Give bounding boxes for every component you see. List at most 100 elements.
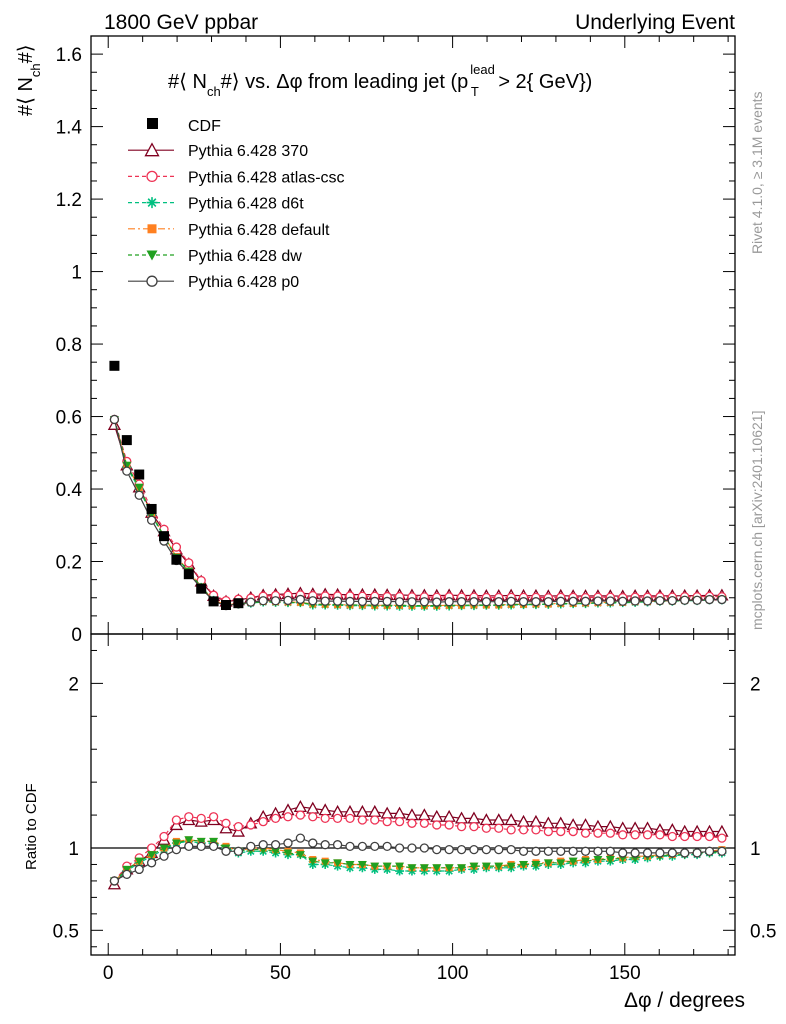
ratio-point-pythia-6-428-p0 — [593, 846, 603, 856]
ratio-point-pythia-6-428-p0 — [357, 841, 368, 852]
ratio-point-pythia-6-428-atlas-csc — [717, 833, 727, 843]
ratio-point-pythia-6-428-atlas-csc — [382, 817, 392, 827]
ratio-point-pythia-6-428-dw — [469, 862, 479, 871]
y-tick-label: 0.6 — [56, 408, 82, 429]
ratio-point-pythia-6-428-p0 — [233, 846, 244, 856]
point-pythia-6-428-p0 — [122, 466, 132, 476]
legend-marker-pythia-6-428-d6t — [146, 197, 158, 209]
point-pythia-6-428-p0 — [543, 597, 553, 607]
ratio-point-pythia-6-428-p0 — [258, 840, 268, 850]
cdf-point — [233, 598, 244, 609]
ratio-point-pythia-6-428-p0 — [543, 846, 553, 856]
ratio-point-pythia-6-428-dw — [444, 864, 454, 873]
ratio-tick-label-right: 0.5 — [750, 921, 776, 942]
ratio-point-pythia-6-428-p0 — [605, 846, 615, 856]
point-pythia-6-428-p0 — [295, 594, 306, 605]
point-pythia-6-428-p0 — [630, 596, 640, 606]
ratio-point-pythia-6-428-p0 — [221, 846, 231, 856]
ratio-tick-label-right: 2 — [750, 674, 761, 695]
ratio-point-pythia-6-428-dw — [184, 836, 194, 845]
ratio-point-pythia-6-428-atlas-csc — [692, 831, 702, 842]
point-pythia-6-428-p0 — [704, 594, 715, 605]
ratio-point-pythia-6-428-d6t — [395, 866, 405, 876]
legend-label-pythia-6-428-p0: Pythia 6.428 p0 — [188, 274, 299, 291]
ratio-point-pythia-6-428-p0 — [518, 846, 529, 856]
side-label-top: Rivet 4.1.0, ≥ 3.1M events — [749, 91, 765, 254]
y-tick-label: 1 — [71, 263, 82, 284]
x-tick-label: 100 — [437, 963, 469, 984]
ratio-point-pythia-6-428-atlas-csc — [444, 820, 454, 830]
y-tick-label: 0.4 — [56, 480, 83, 501]
point-pythia-6-428-p0 — [109, 414, 120, 425]
x-axis-label: Δφ / degrees — [624, 989, 745, 1012]
point-pythia-6-428-p0 — [506, 596, 516, 606]
y-tick-label: 0 — [71, 625, 82, 646]
header-left: 1800 GeV ppbar — [104, 11, 258, 34]
point-pythia-6-428-p0 — [642, 596, 653, 606]
ratio-point-pythia-6-428-p0 — [122, 869, 132, 879]
ratio-tick-label: 0.5 — [53, 921, 79, 942]
ratio-point-pythia-6-428-p0 — [419, 843, 430, 853]
ratio-point-pythia-6-428-atlas-csc — [680, 831, 690, 842]
ratio-point-pythia-6-428-p0 — [382, 841, 392, 852]
y-axis-label: #⟨ Nch#⟩ — [15, 44, 43, 116]
ratio-point-pythia-6-428-p0 — [642, 848, 653, 858]
point-pythia-6-428-p0 — [357, 596, 368, 607]
point-pythia-6-428-p0 — [370, 596, 380, 607]
legend-label-pythia-6-428-atlas-csc: Pythia 6.428 atlas-csc — [188, 169, 345, 186]
ratio-point-pythia-6-428-atlas-csc — [295, 810, 306, 820]
ratio-point-pythia-6-428-atlas-csc — [159, 831, 169, 842]
ratio-point-pythia-6-428-p0 — [531, 846, 541, 856]
ratio-point-pythia-6-428-dw — [519, 860, 529, 869]
ratio-point-pythia-6-428-atlas-csc — [432, 820, 442, 830]
point-pythia-6-428-p0 — [407, 597, 417, 607]
ratio-point-pythia-6-428-atlas-csc — [370, 815, 380, 825]
point-pythia-6-428-p0 — [518, 597, 529, 607]
cdf-data-points — [109, 360, 244, 611]
ratio-point-pythia-6-428-p0 — [159, 851, 169, 861]
legend-label-pythia-6-428-370: Pythia 6.428 370 — [188, 143, 308, 160]
ratio-point-pythia-6-428-dw — [494, 862, 504, 871]
ratio-point-pythia-6-428-dw — [308, 857, 318, 866]
cdf-point — [183, 569, 194, 580]
ratio-y-axis-label: Ratio to CDF — [23, 783, 40, 870]
ratio-point-pythia-6-428-p0 — [246, 841, 256, 852]
ratio-point-pythia-6-428-p0 — [283, 838, 293, 848]
ratio-point-pythia-6-428-p0 — [171, 844, 182, 855]
ratio-point-pythia-6-428-p0 — [494, 844, 504, 855]
legend-label-pythia-6-428-d6t: Pythia 6.428 d6t — [188, 196, 304, 213]
ratio-point-pythia-6-428-dw — [171, 839, 181, 848]
point-pythia-6-428-p0 — [258, 596, 268, 606]
ratio-point-pythia-6-428-atlas-csc — [506, 825, 516, 835]
ratio-point-pythia-6-428-dw — [333, 859, 343, 868]
ratio-point-pythia-6-428-atlas-csc — [345, 813, 355, 824]
ratio-point-pythia-6-428-p0 — [184, 841, 194, 852]
point-pythia-6-428-p0 — [618, 596, 628, 606]
ratio-point-pythia-6-428-atlas-csc — [270, 813, 281, 824]
ratio-point-pythia-6-428-dw — [419, 864, 429, 873]
ratio-point-pythia-6-428-p0 — [717, 846, 727, 856]
ratio-point-pythia-6-428-atlas-csc — [704, 831, 715, 842]
ratio-point-pythia-6-428-dw — [605, 856, 615, 865]
cdf-point — [208, 596, 219, 607]
point-pythia-6-428-atlas-csc — [171, 542, 182, 552]
ratio-point-pythia-6-428-p0 — [481, 844, 492, 855]
ratio-point-pythia-6-428-atlas-csc — [494, 823, 504, 833]
ratio-point-pythia-6-428-atlas-csc — [394, 817, 405, 827]
ratio-point-pythia-6-428-dw — [345, 860, 355, 869]
point-pythia-6-428-p0 — [692, 595, 702, 605]
ratio-point-pythia-6-428-p0 — [208, 841, 219, 852]
ratio-point-pythia-6-428-p0 — [667, 848, 677, 858]
point-pythia-6-428-p0 — [444, 597, 454, 607]
ratio-point-pythia-6-428-p0 — [432, 844, 442, 855]
point-pythia-6-428-atlas-csc — [184, 558, 194, 568]
ratio-point-pythia-6-428-p0 — [580, 846, 591, 856]
legend-label-pythia-6-428-default: Pythia 6.428 default — [188, 222, 330, 239]
ratio-point-pythia-6-428-dw — [457, 864, 467, 873]
x-tick-label: 0 — [103, 963, 114, 984]
point-pythia-6-428-p0 — [655, 595, 665, 606]
legend-marker-pythia-6-428-p0 — [146, 275, 158, 287]
ratio-point-pythia-6-428-dw — [407, 864, 417, 873]
ratio-point-pythia-6-428-atlas-csc — [146, 843, 157, 853]
